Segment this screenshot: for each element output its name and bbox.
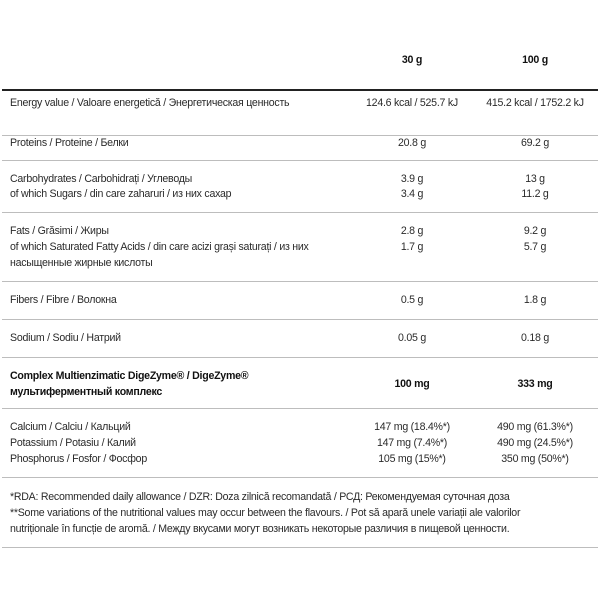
row-label-continued: насыщенные жирные кислоты (10, 257, 153, 269)
value-30g: 20.8 g (398, 137, 426, 149)
value-30g: 0.05 g (398, 332, 426, 344)
bottom-divider (2, 547, 598, 548)
value-30g: 3.9 g (400, 173, 424, 185)
row-label: of which Saturated Fatty Acids / din car… (10, 241, 309, 253)
value-100g: 1.8 g (523, 294, 547, 306)
value-100g: 69.2 g (521, 137, 549, 149)
row-label: Potassium / Potasiu / Калий (10, 437, 136, 449)
header-divider (2, 89, 598, 91)
divider (2, 357, 598, 358)
value-100g: 0.18 g (521, 332, 549, 344)
row-label: Proteins / Proteine / Белки (10, 137, 129, 149)
row-label-continued: мультиферментный комплекс (10, 386, 163, 398)
divider (2, 281, 598, 282)
value-100g: 415.2 kcal / 1752.2 kJ (486, 97, 584, 109)
value-30g: 2.8 g (400, 225, 424, 237)
row-label: of which Sugars / din care zaharuri / из… (10, 188, 232, 200)
value-100g: 350 mg (50%*) (501, 453, 569, 465)
row-label: Phosphorus / Fosfor / Фосфор (10, 453, 147, 465)
value-100g: 11.2 g (521, 188, 549, 200)
divider (2, 477, 598, 478)
value-30g: 100 mg (394, 378, 430, 390)
value-100g: 333 mg (517, 378, 553, 390)
divider (2, 212, 598, 213)
value-100g: 9.2 g (523, 225, 547, 237)
footnote-rda: *RDA: Recommended daily allowance / DZR:… (10, 491, 510, 503)
value-30g: 1.7 g (400, 241, 424, 253)
row-label: Fats / Grăsimi / Жиры (10, 225, 109, 237)
value-30g: 3.4 g (400, 188, 424, 200)
value-100g: 490 mg (61.3%*) (497, 421, 573, 433)
footnote-variations-continued: nutriționale în funcție de aromă. / Межд… (10, 523, 510, 535)
row-label: Sodium / Sodiu / Натрий (10, 332, 121, 344)
divider (2, 160, 598, 161)
value-30g: 124.6 kcal / 525.7 kJ (366, 97, 458, 109)
header-100g: 100 g (522, 54, 548, 66)
header-30g: 30 g (401, 54, 423, 66)
divider (2, 408, 598, 409)
value-30g: 0.5 g (400, 294, 424, 306)
value-30g: 105 mg (15%*) (378, 453, 446, 465)
row-label: Energy value / Valoare energetică / Энер… (10, 97, 290, 109)
row-label: Carbohydrates / Carbohidrați / Углеводы (10, 173, 193, 185)
value-30g: 147 mg (18.4%*) (374, 421, 450, 433)
divider (2, 135, 598, 136)
row-label: Complex Multienzimatic DigeZyme® / DigeZ… (10, 370, 249, 382)
value-100g: 5.7 g (523, 241, 547, 253)
value-100g: 490 mg (24.5%*) (497, 437, 573, 449)
row-label: Fibers / Fibre / Волокна (10, 294, 117, 306)
footnote-variations: **Some variations of the nutritional val… (10, 507, 521, 519)
divider (2, 319, 598, 320)
row-label: Calcium / Calciu / Кальций (10, 421, 131, 433)
value-100g: 13 g (525, 173, 545, 185)
value-30g: 147 mg (7.4%*) (376, 437, 448, 449)
